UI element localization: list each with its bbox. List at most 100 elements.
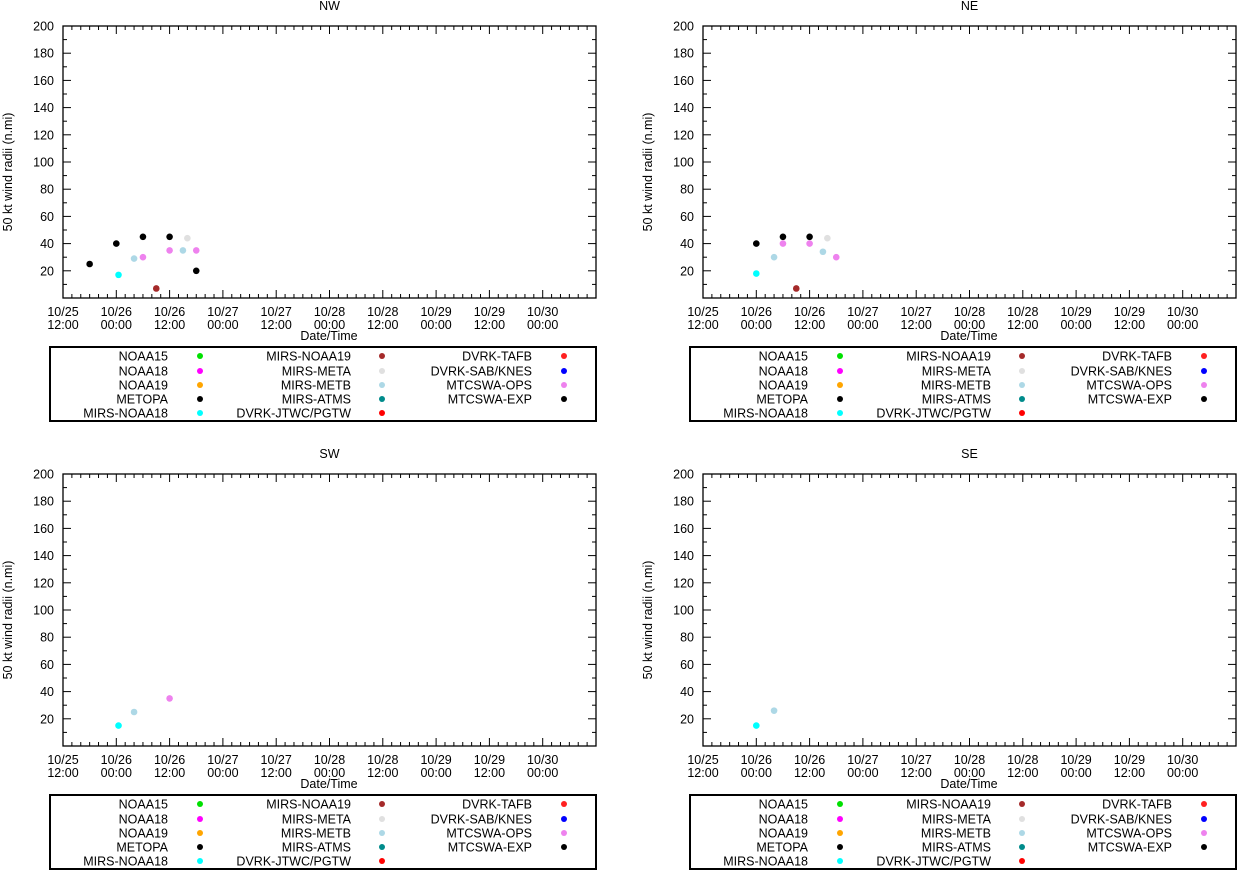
- y-tick-label: 60: [680, 210, 694, 224]
- legend-marker: [379, 844, 385, 850]
- x-tick-label-date: 10/28: [954, 305, 985, 319]
- legend-marker: [1019, 830, 1025, 836]
- data-point: [753, 270, 760, 277]
- data-point: [115, 271, 122, 279]
- data-point: [770, 707, 778, 714]
- legend-item: MTCSWA-OPS: [1086, 379, 1207, 393]
- x-tick-label-time: 00:00: [420, 318, 451, 332]
- legend-item: MIRS-NOAA18: [723, 407, 843, 421]
- x-tick-label-time: 00:00: [1167, 318, 1198, 332]
- data-point: [130, 708, 138, 716]
- legend-item: METOPA: [756, 841, 843, 855]
- x-tick-label-date: 10/25: [687, 305, 718, 319]
- legend-label: NOAA15: [119, 798, 168, 812]
- legend-marker: [1019, 396, 1025, 402]
- y-axis-label: 50 kt wind radii (n.mi): [1, 113, 15, 232]
- legend-marker: [1019, 858, 1025, 864]
- data-point: [139, 233, 147, 241]
- x-tick-label-date: 10/29: [1060, 305, 1091, 319]
- legend-label: MTCSWA-EXP: [448, 393, 532, 407]
- legend-item: NOAA19: [759, 827, 843, 841]
- data-point: [152, 285, 160, 292]
- legend-marker: [561, 382, 567, 388]
- data-point: [792, 285, 800, 292]
- x-tick-label-time: 00:00: [101, 318, 132, 332]
- x-tick-label-date: 10/26: [154, 753, 185, 767]
- legend-label: MTCSWA-EXP: [1088, 841, 1172, 855]
- legend-item: DVRK-TAFB: [462, 350, 567, 364]
- x-tick-label-time: 12:00: [687, 766, 718, 780]
- legend-label: MIRS-NOAA18: [83, 855, 168, 869]
- x-tick-label-date: 10/29: [420, 753, 451, 767]
- data-point: [192, 267, 200, 275]
- y-tick-label: 60: [680, 658, 694, 672]
- legend-label: MIRS-NOAA19: [906, 798, 991, 812]
- legend-marker: [837, 816, 843, 822]
- legend-label: MIRS-ATMS: [922, 841, 991, 855]
- x-tick-label-time: 00:00: [207, 766, 238, 780]
- legend-label: MTCSWA-OPS: [1086, 827, 1172, 841]
- x-tick-label-date: 10/27: [207, 753, 238, 767]
- legend-label: NOAA18: [119, 813, 168, 827]
- legend-marker: [379, 353, 385, 359]
- legend-label: MTCSWA-OPS: [446, 379, 532, 393]
- legend-item: NOAA15: [759, 350, 843, 364]
- legend-marker: [837, 368, 843, 374]
- legend-label: DVRK-TAFB: [462, 798, 532, 812]
- legend-marker: [1201, 382, 1207, 388]
- chart-panel-ne: NE2040608010012014016018020010/2512:0010…: [641, 0, 1237, 422]
- legend-marker: [1019, 816, 1025, 822]
- legend-label: MTCSWA-EXP: [448, 841, 532, 855]
- data-point: [806, 233, 813, 241]
- data-point: [139, 253, 147, 261]
- x-tick-label-time: 12:00: [47, 318, 78, 332]
- x-axis: 10/2512:0010/2600:0010/2612:0010/2700:00…: [687, 474, 1237, 780]
- x-tick-label-time: 00:00: [847, 318, 878, 332]
- legend-item: DVRK-TAFB: [462, 798, 567, 812]
- legend-marker: [1019, 353, 1025, 359]
- legend-item: MIRS-METB: [281, 379, 385, 393]
- y-tick-label: 100: [33, 156, 54, 170]
- y-axis-label: 50 kt wind radii (n.mi): [641, 561, 655, 680]
- legend-marker: [837, 844, 843, 850]
- y-tick-label: 160: [33, 522, 54, 536]
- legend-item: DVRK-TAFB: [1102, 798, 1207, 812]
- legend-label: NOAA19: [759, 827, 808, 841]
- legend-item: DVRK-TAFB: [1102, 350, 1207, 364]
- data-point: [166, 695, 173, 702]
- legend-marker: [379, 801, 385, 807]
- legend-marker: [1019, 801, 1025, 807]
- legend-marker: [837, 410, 843, 416]
- legend-label: MIRS-METB: [921, 827, 991, 841]
- x-tick-label-time: 12:00: [154, 318, 185, 332]
- legend-label: NOAA18: [759, 365, 808, 379]
- legend-label: METOPA: [116, 841, 168, 855]
- legend-item: DVRK-SAB/KNES: [431, 365, 567, 379]
- x-axis-label: Date/Time: [940, 777, 997, 791]
- legend-item: MTCSWA-EXP: [448, 841, 567, 855]
- legend-marker: [837, 396, 843, 402]
- legend-item: MIRS-NOAA18: [83, 407, 203, 421]
- x-tick-label-date: 10/30: [527, 305, 558, 319]
- legend-label: DVRK-SAB/KNES: [1071, 365, 1172, 379]
- legend-item: DVRK-JTWC/PGTW: [876, 855, 1025, 869]
- legend-item: MIRS-NOAA19: [266, 350, 385, 364]
- x-tick-label-time: 12:00: [261, 766, 292, 780]
- x-tick-label-date: 10/27: [847, 305, 878, 319]
- y-tick-label: 140: [33, 101, 54, 115]
- legend-label: MIRS-ATMS: [922, 393, 991, 407]
- x-axis-label: Date/Time: [300, 777, 357, 791]
- data-point: [113, 240, 120, 247]
- y-tick-label: 200: [673, 468, 694, 482]
- y-axis: 20 40 60 80 100 120 140 160 180 200: [673, 468, 1236, 733]
- x-tick-label-date: 10/26: [794, 305, 825, 319]
- y-tick-label: 180: [673, 495, 694, 509]
- legend-item: MIRS-META: [282, 813, 385, 827]
- legend-label: NOAA15: [759, 350, 808, 364]
- legend-label: NOAA19: [119, 827, 168, 841]
- legend-marker: [1201, 396, 1207, 402]
- legend-label: NOAA19: [119, 379, 168, 393]
- legend-item: MIRS-ATMS: [922, 841, 1025, 855]
- legend-item: DVRK-JTWC/PGTW: [236, 407, 385, 421]
- x-tick-label-time: 12:00: [261, 318, 292, 332]
